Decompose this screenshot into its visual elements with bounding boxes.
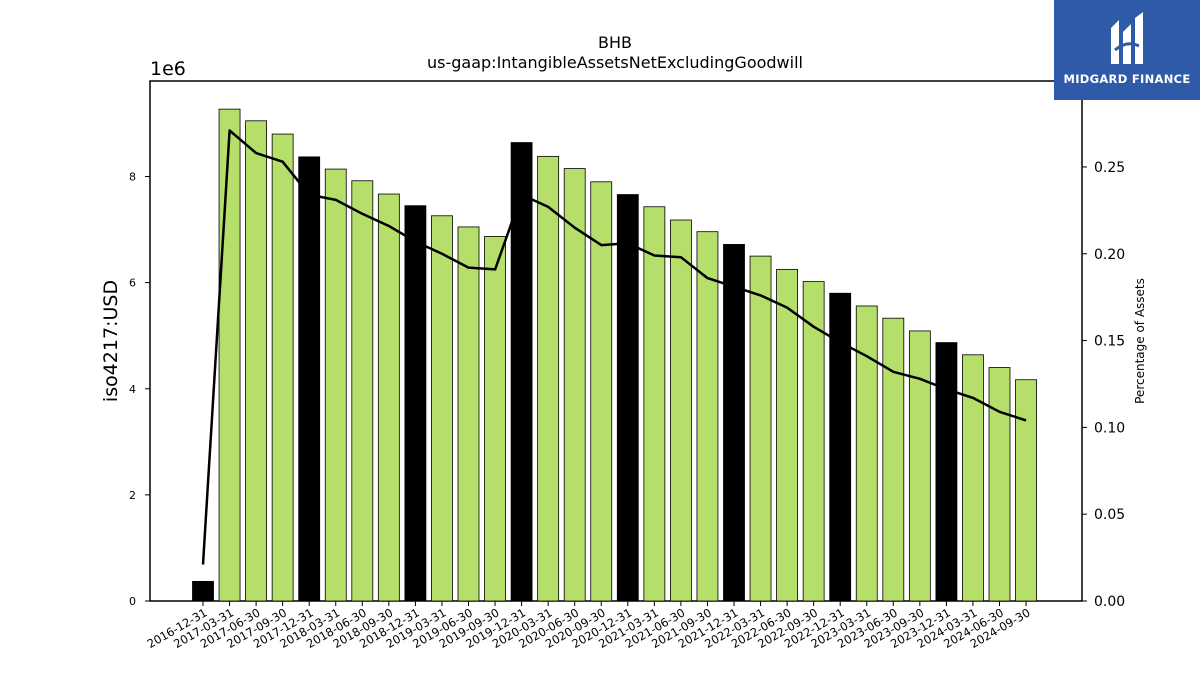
- bar-2020-03-31: [537, 155, 560, 602]
- bar-series: [192, 108, 1037, 602]
- y2-tick-label: 0.15: [1094, 334, 1125, 350]
- bar-2021-03-31: [643, 206, 666, 602]
- y2-tick-label: 0.10: [1094, 420, 1125, 436]
- bar-2021-12-31: [723, 244, 745, 602]
- chart-subtitle: us-gaap:IntangibleAssetsNetExcludingGood…: [427, 53, 803, 72]
- bar-2017-06-30: [245, 120, 268, 602]
- y2-tick-label: 0.00: [1094, 594, 1125, 610]
- bar-2018-12-31: [404, 205, 427, 602]
- bar-2022-06-30: [776, 268, 798, 602]
- bar-2023-12-31: [935, 342, 958, 602]
- bar-2017-09-30: [271, 133, 294, 602]
- bar-2019-06-30: [457, 226, 480, 602]
- bar-2021-06-30: [670, 219, 692, 602]
- bar-2018-09-30: [377, 193, 400, 602]
- bar-2019-03-31: [431, 215, 453, 602]
- bar-2019-09-30: [484, 236, 506, 602]
- y-offset-label: 1e6: [150, 58, 186, 80]
- y2-tick-label: 0.25: [1094, 160, 1125, 176]
- percentage-line: [201, 129, 1027, 565]
- bar-2024-09-30: [1015, 379, 1037, 602]
- y-tick-label: 0: [129, 595, 136, 608]
- bar-2022-09-30: [802, 281, 825, 602]
- bar-2021-09-30: [696, 231, 719, 602]
- bar-2018-03-31: [324, 168, 347, 602]
- bar-2016-12-31: [192, 580, 214, 602]
- bar-2019-12-31: [510, 142, 533, 602]
- bar-2020-12-31: [616, 194, 639, 602]
- bar-2023-09-30: [908, 330, 931, 602]
- x-axis: 2016-12-312017-03-312017-06-302017-09-30…: [145, 601, 1033, 651]
- midgard-logo-icon: [1111, 12, 1143, 64]
- right-y-axis: 0.00 0.05 0.10 0.15 0.20 0.25: [1082, 160, 1125, 610]
- y-tick-label: 4: [129, 383, 136, 396]
- bar-2024-03-31: [962, 354, 984, 602]
- percentage-line-series: [201, 129, 1027, 565]
- bar-2024-06-30: [988, 367, 1011, 602]
- bar-2023-03-31: [855, 305, 878, 602]
- chart-title: BHB: [598, 33, 632, 52]
- y-tick-label: 2: [129, 489, 136, 502]
- bar-2017-03-31: [218, 108, 241, 602]
- y2-axis-label: Percentage of Assets: [1133, 278, 1147, 404]
- bar-2017-12-31: [298, 156, 321, 602]
- bar-2023-06-30: [882, 317, 905, 602]
- midgard-finance-logo: MIDGARD FINANCE: [1054, 0, 1200, 100]
- left-y-axis: 0 2 4 6 8: [129, 171, 150, 608]
- logo-text: MIDGARD FINANCE: [1063, 72, 1191, 86]
- y2-tick-label: 0.05: [1094, 507, 1125, 523]
- y2-tick-label: 0.20: [1094, 247, 1125, 263]
- y-axis-label: iso4217:USD: [100, 280, 122, 402]
- y-tick-label: 6: [129, 277, 136, 290]
- bar-2022-03-31: [749, 255, 772, 602]
- bar-2018-06-30: [351, 180, 374, 602]
- y-tick-label: 8: [129, 171, 136, 184]
